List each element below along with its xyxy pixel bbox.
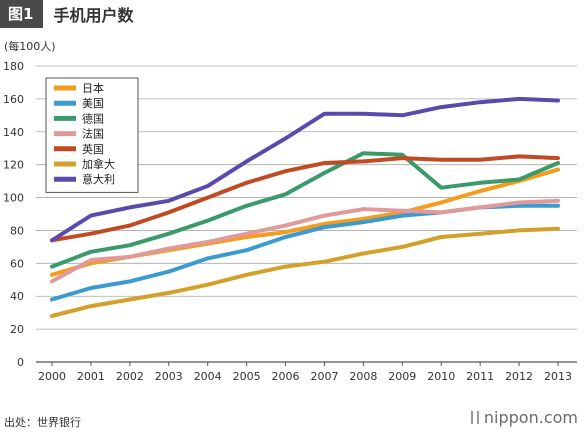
legend-label-1: 日本 xyxy=(82,81,104,95)
legend-label-7: 意大利 xyxy=(82,172,115,186)
legend-label-6: 加拿大 xyxy=(82,157,115,171)
x-tick-label: 2003 xyxy=(155,370,183,383)
legend-label-2: 美国 xyxy=(82,97,104,110)
series-lines xyxy=(50,96,560,318)
chart-title: 手机用户数 xyxy=(53,6,134,25)
legend-label-4: 法国 xyxy=(82,127,104,141)
x-tick-label: 2007 xyxy=(310,370,338,383)
x-tick-label: 2012 xyxy=(505,370,533,383)
brand-logo: nippon.com xyxy=(470,408,578,427)
y-tick-label: 80 xyxy=(10,224,24,237)
brand-mark-icon xyxy=(470,411,479,424)
x-tick-label: 2008 xyxy=(349,370,377,383)
series-line-4 xyxy=(50,198,560,284)
y-tick-label: 180 xyxy=(3,60,24,73)
y-tick-label: 160 xyxy=(3,93,24,106)
legend-label-5: 英国 xyxy=(82,142,104,156)
brand-name: nippon.com xyxy=(483,408,578,427)
series-line-6 xyxy=(50,226,560,318)
y-tick-label: 100 xyxy=(3,192,24,205)
series-line-3 xyxy=(50,151,560,269)
y-tick-label: 0 xyxy=(17,356,24,369)
y-tick-label: 120 xyxy=(3,159,24,172)
x-tick-label: 2002 xyxy=(116,370,144,383)
x-tick-label: 2013 xyxy=(544,370,572,383)
figure-header: 图1 手机用户数 xyxy=(0,0,133,28)
x-tick-label: 2000 xyxy=(38,370,66,383)
x-axis-ticks: 2000 2001 2002 2003 2004 2005 2006 2007 2008 2009… xyxy=(38,362,572,383)
x-tick-label: 2001 xyxy=(77,370,105,383)
x-tick-label: 2004 xyxy=(194,370,222,383)
x-tick-label: 2011 xyxy=(466,370,494,383)
x-tick-label: 2005 xyxy=(233,370,261,383)
y-tick-label: 60 xyxy=(10,257,24,270)
y-axis-ticks: 0 20 40 60 80 100 120 140 160 180 xyxy=(3,60,24,369)
series-line-7 xyxy=(50,96,560,243)
source-note: 出处：世界银行 xyxy=(4,416,81,429)
y-tick-label: 40 xyxy=(10,290,24,303)
x-tick-label: 2010 xyxy=(427,370,455,383)
legend-label-3: 德国 xyxy=(82,111,104,125)
figure-tag: 图1 xyxy=(0,0,44,28)
y-tick-label: 20 xyxy=(10,323,24,336)
x-tick-label: 2006 xyxy=(272,370,300,383)
x-tick-label: 2009 xyxy=(388,370,416,383)
y-axis-unit-label: (每100人) xyxy=(4,39,56,53)
series-line-5 xyxy=(50,154,560,243)
y-tick-label: 140 xyxy=(3,126,24,139)
